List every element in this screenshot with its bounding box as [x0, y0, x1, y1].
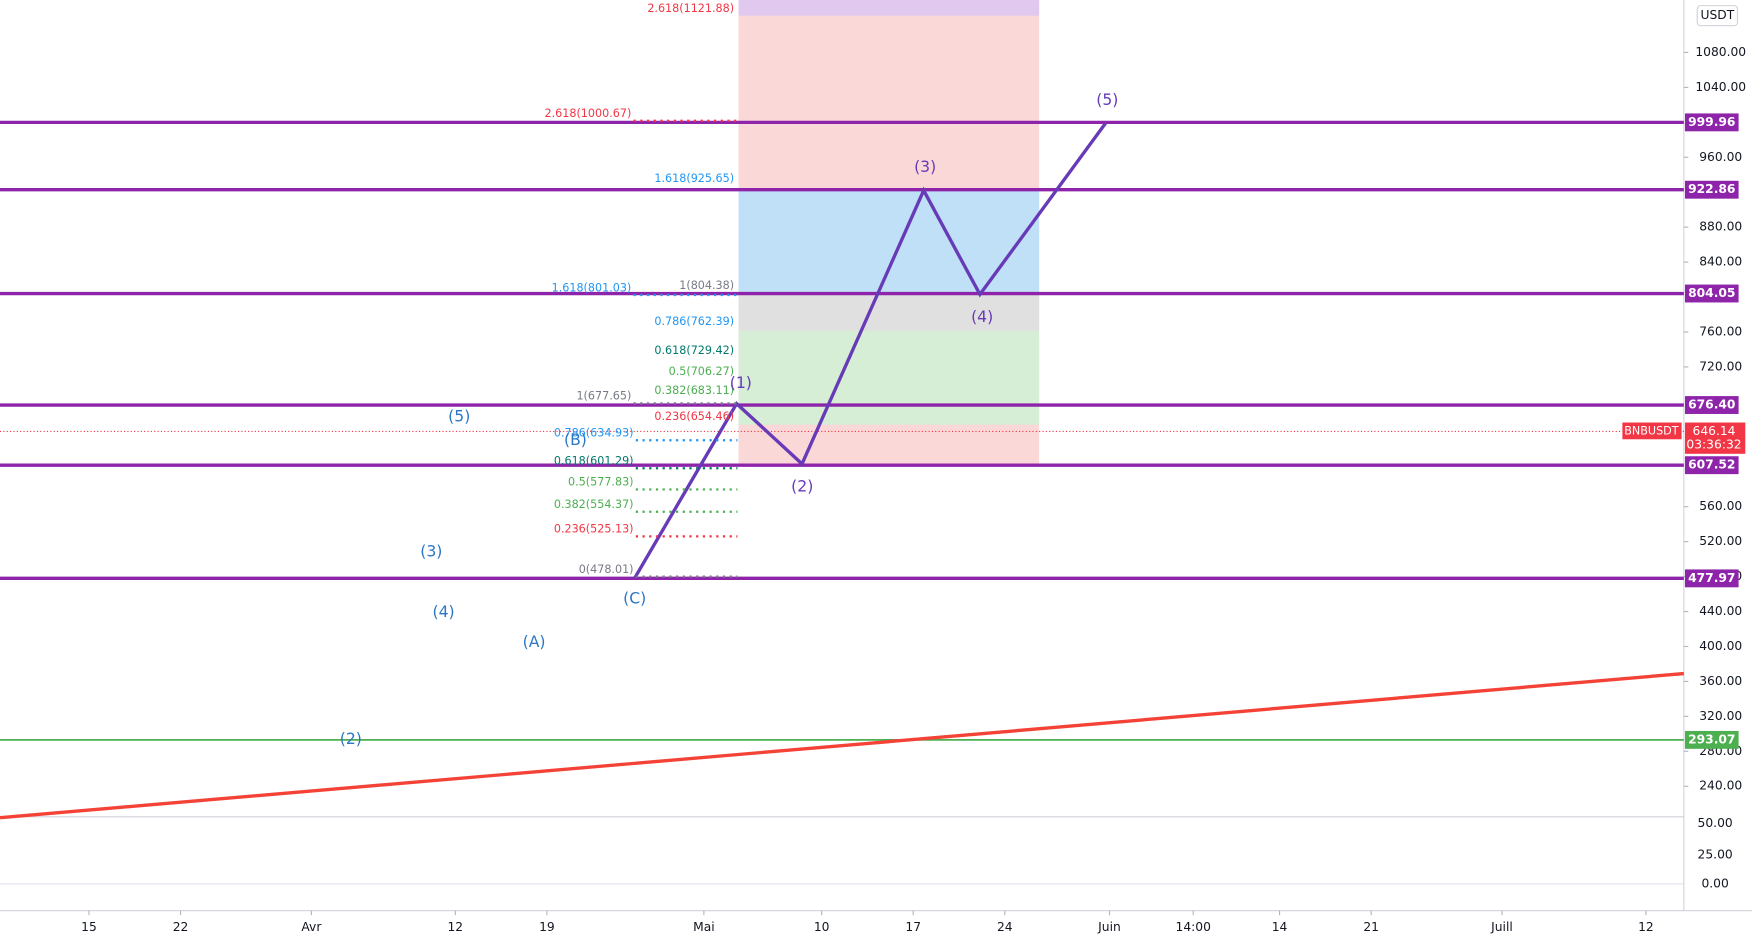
macd-tick-label: 50.00	[1698, 816, 1733, 830]
y-tick-label: 400.00	[1699, 639, 1742, 653]
x-tick-label: 10	[814, 920, 830, 934]
price-tag	[1684, 422, 1746, 454]
fib-label: 1.618(801.03)	[552, 281, 632, 294]
x-tick-label: Avr	[301, 920, 322, 934]
y-tick-label: 1040.00	[1695, 80, 1746, 94]
x-tick-label: 17	[905, 920, 921, 934]
wave-label: (A)	[523, 632, 546, 651]
symbol: BNBUSDT	[1624, 424, 1678, 437]
level-tag	[1684, 569, 1739, 588]
level-tag	[1684, 180, 1739, 199]
wave-projection	[633, 122, 1107, 580]
fib-label: 1(677.65)	[576, 390, 631, 403]
wave-label: (4)	[433, 602, 455, 621]
fib-label: 0.786(762.39)	[654, 315, 734, 328]
trend-line	[0, 671, 1684, 820]
y-tick-label: 520.00	[1699, 534, 1742, 548]
x-tick-label: 24	[997, 920, 1013, 934]
wave-label: (2)	[340, 729, 362, 748]
symbol-tag	[1622, 422, 1682, 440]
x-tick-label: 12	[1638, 920, 1654, 934]
macd-tick-label: 25.00	[1698, 847, 1733, 861]
fib-label: 0.618(601.29)	[554, 455, 634, 468]
y-tick-label: 440.00	[1699, 604, 1742, 618]
x-tick-label: Mai	[693, 920, 715, 934]
fib-label: 0.382(554.37)	[554, 498, 634, 511]
fib-label: 0.236(654.46)	[654, 410, 734, 423]
fib-label: 0.786(634.93)	[554, 427, 634, 440]
fib-label: 0.5(706.27)	[669, 365, 734, 378]
level-label: 477.97	[1688, 571, 1735, 585]
y-tick-label: 320.00	[1699, 709, 1742, 723]
zone-green	[738, 330, 1040, 425]
current-price: 646.14	[1693, 424, 1736, 438]
fib-label: 0(478.01)	[579, 563, 634, 576]
level-tag	[1684, 396, 1739, 414]
wave-label: (B)	[564, 430, 587, 449]
x-tick-label: 22	[173, 920, 189, 934]
x-tick-label: Juin	[1097, 920, 1121, 934]
level-tag	[1684, 730, 1739, 749]
fib-label: 0.618(729.42)	[654, 344, 734, 357]
macd-tick-label: 0.00	[1701, 876, 1728, 890]
wave-label: (3)	[420, 542, 442, 561]
wave-label: (5)	[1096, 90, 1118, 109]
y-tick-label: 360.00	[1699, 674, 1742, 688]
x-tick-label: 21	[1363, 920, 1379, 934]
y-tick-label: 760.00	[1699, 324, 1742, 338]
currency: USDT	[1700, 8, 1734, 22]
x-tick-label: 14	[1272, 920, 1288, 934]
zone-blue	[738, 189, 1040, 294]
fib-label: 0.5(577.83)	[568, 476, 633, 489]
x-tick-label: Juill	[1490, 920, 1513, 934]
level-label: 922.86	[1688, 182, 1735, 196]
level-tag	[1684, 456, 1739, 475]
zone-top	[738, 0, 1040, 16]
wave-label: (3)	[914, 157, 936, 176]
level-tag	[1684, 284, 1739, 303]
y-tick-label: 840.00	[1699, 255, 1742, 269]
x-tick-label: 14:00	[1176, 920, 1211, 934]
level-label: 293.07	[1688, 732, 1735, 746]
fib-label: 2.618(1000.67)	[545, 107, 632, 120]
x-tick-label: 15	[81, 920, 97, 934]
currency-badge[interactable]	[1696, 5, 1739, 27]
wave-label: (2)	[791, 477, 813, 496]
fib-label: 0.236(525.13)	[554, 523, 634, 536]
wave-label: (5)	[448, 406, 470, 425]
x-tick-label: 12	[447, 920, 463, 934]
wave-label: (C)	[623, 588, 646, 607]
fib-label: 1(804.38)	[679, 279, 734, 292]
fib-label: 0.382(683.11)	[654, 384, 734, 397]
fib-label: 1.618(925.65)	[654, 172, 734, 185]
y-tick-label: 240.00	[1699, 779, 1742, 793]
y-tick-label: 560.00	[1699, 499, 1742, 513]
level-tag	[1684, 113, 1739, 132]
wave-label: (4)	[971, 307, 993, 326]
y-tick-label: 1080.00	[1695, 45, 1746, 59]
wave-label: (1)	[730, 373, 752, 392]
level-label: 804.05	[1688, 286, 1735, 300]
level-label: 676.40	[1688, 398, 1735, 412]
x-tick-label: 19	[539, 920, 555, 934]
y-tick-label: 880.00	[1699, 220, 1742, 234]
zone-gray	[738, 293, 1040, 331]
y-tick-label: 720.00	[1699, 359, 1742, 373]
y-tick-label: 960.00	[1699, 150, 1742, 164]
level-label: 999.96	[1688, 115, 1735, 129]
fib-label: 2.618(1121.88)	[647, 2, 734, 15]
level-label: 607.52	[1688, 458, 1735, 472]
countdown: 03:36:32	[1686, 437, 1741, 451]
